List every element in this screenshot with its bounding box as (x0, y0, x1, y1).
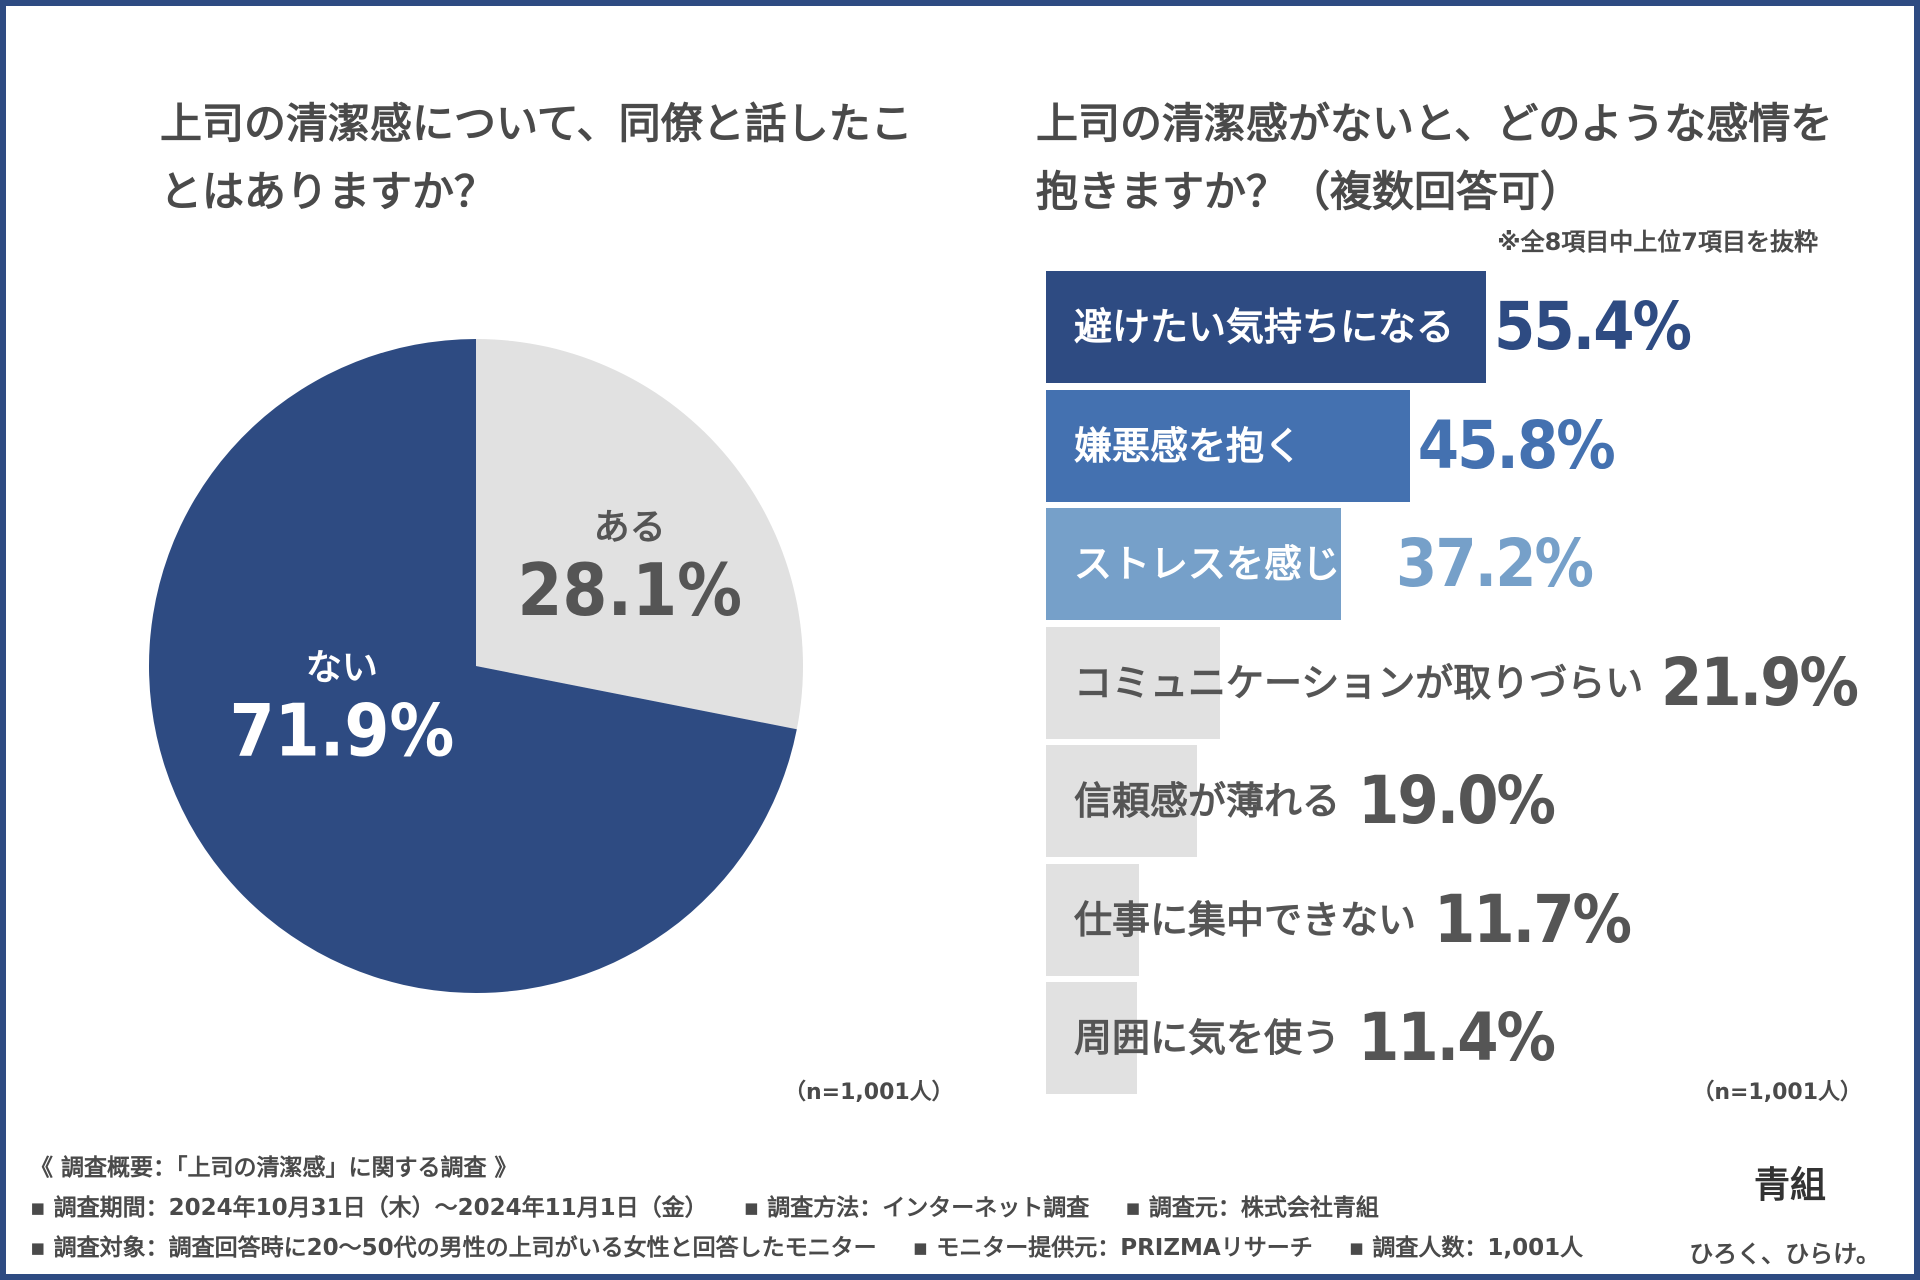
survey-method: ▪ 調査方法：インターネット調査 (743, 1195, 1090, 1221)
bar-fill (1046, 982, 1137, 1094)
bar-category-label: 避けたい気持ちになる (1074, 305, 1455, 349)
bar-fill (1046, 626, 1220, 739)
pie-slice-label: ある (594, 507, 666, 548)
brand-tagline: ひろく、ひらけ。 (1689, 1240, 1880, 1268)
pie-sample-size-note: （n=1,001人） (784, 1080, 954, 1105)
bar-sample-size-note: （n=1,001人） (1692, 1080, 1862, 1105)
bar-value-label: 11.7% (1434, 880, 1632, 958)
bar-category-label: コミュニケーションが取りづらい (1074, 660, 1644, 705)
bar-fill (1046, 863, 1139, 976)
survey-period: ▪ 調査期間：2024年10月31日（木）〜2024年11月1日（金） (30, 1195, 708, 1221)
bar-chart: 避けたい気持ちになる 55.4% 嫌悪感を抱く 45.8% ストレスを感じる 37.2% コ… (1046, 271, 1886, 1101)
bar-category-label: ストレスを感じる (1074, 542, 1379, 586)
survey-count: ▪ 調査人数：1,001人 (1348, 1235, 1584, 1261)
bar-fill (1046, 389, 1410, 502)
bar-row: コミュニケーションが取りづらい 21.9% (1046, 626, 1886, 739)
bar-category-label: 仕事に集中できない (1074, 897, 1417, 942)
bar-category-label: 嫌悪感を抱く (1074, 423, 1303, 468)
bar-fill (1046, 745, 1197, 857)
pie-slice-value: 28.1% (517, 548, 742, 632)
pie-chart-title: 上司の清潔感について、同僚と話したことはありますか？ (160, 99, 913, 216)
bar-value-label: 55.4% (1494, 288, 1692, 365)
bar-category-label: 周囲に気を使う (1074, 1016, 1341, 1060)
survey-heading: 《 調査概要：「上司の清潔感」に関する調査 》 (30, 1155, 518, 1181)
bar-value-label: 11.4% (1358, 999, 1556, 1076)
bar-row: 仕事に集中できない 11.7% (1046, 863, 1886, 976)
bar-value-label: 19.0% (1358, 762, 1556, 839)
pie-slice-value: 71.9% (230, 689, 455, 773)
survey-provider: ▪ モニター提供元：PRIZMAリサーチ (912, 1235, 1313, 1261)
survey-source: ▪ 調査元：株式会社青組 (1125, 1195, 1379, 1221)
bar-row: 避けたい気持ちになる 55.4% (1046, 271, 1886, 383)
bar-value-label: 37.2% (1396, 525, 1594, 602)
excerpt-note: ※全8項目中上位7項目を抜粋 (1497, 228, 1818, 256)
brand-logo-text: 青組 (1753, 1165, 1826, 1206)
bar-value-label: 45.8% (1417, 406, 1616, 484)
pie-slice-nai (149, 339, 797, 993)
bar-chart-title: 上司の清潔感がないと、どのような感情を抱きますか？（複数回答可） (1036, 99, 1833, 216)
bar-fill (1046, 271, 1486, 383)
pie-slice-label: ない (306, 648, 378, 689)
bar-row: ストレスを感じる 37.2% (1046, 508, 1886, 620)
survey-overview: 《 調査概要：「上司の清潔感」に関する調査 》 ▪ 調査期間：2024年10月3… (30, 1148, 1611, 1268)
pie-slice-aru (476, 339, 804, 730)
bar-category-label: 信頼感が薄れる (1074, 779, 1341, 823)
survey-target: ▪ 調査対象：調査回答時に20〜50代の男性の上司がいる女性と回答したモニター (30, 1235, 877, 1261)
bar-fill (1046, 508, 1342, 620)
bar-row: 信頼感が薄れる 19.0% (1046, 745, 1886, 857)
bar-value-label: 21.9% (1661, 643, 1859, 721)
bar-row: 嫌悪感を抱く 45.8% (1046, 389, 1886, 502)
bar-row: 周囲に気を使う 11.4% (1046, 982, 1886, 1094)
